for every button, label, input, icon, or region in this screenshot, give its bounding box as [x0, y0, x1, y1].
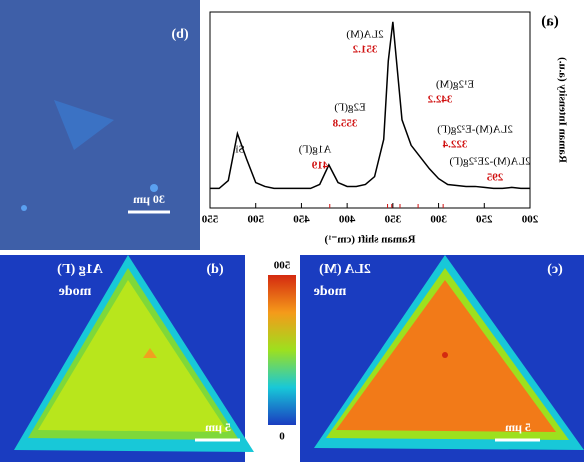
x-tick-label: 350	[384, 214, 401, 226]
mode-label: mode	[59, 284, 92, 299]
flake	[21, 205, 27, 211]
defect	[442, 352, 448, 358]
scale-bar-label: 5 μm	[505, 420, 531, 434]
peak-label: E2g(Γ)	[334, 102, 366, 114]
y-axis-label: Raman Intensity (a.u.)	[556, 57, 568, 163]
peak-value: 342.2	[427, 94, 452, 106]
peak-label: Si	[235, 144, 244, 156]
x-tick-label: 450	[293, 214, 310, 226]
peak-value: 351.2	[352, 44, 377, 56]
defect	[143, 348, 157, 358]
mode-label: mode	[314, 284, 347, 299]
panel-label: (a)	[541, 13, 559, 29]
spectrum-panel	[200, 0, 584, 250]
x-tick-label: 300	[430, 214, 447, 226]
mode-label: 2LA (M)	[319, 262, 371, 277]
peak-value: 419	[311, 160, 328, 172]
peak-value: 355.8	[332, 118, 357, 130]
colorbar	[268, 275, 296, 425]
scale-bar-label: 5 μm	[205, 420, 231, 434]
x-tick-label: 200	[521, 214, 538, 226]
flake	[54, 100, 114, 150]
peak-label: 2LA(M)-2E²2g(Γ)	[449, 156, 530, 168]
x-tick-label: 500	[247, 214, 264, 226]
peak-label: 2LA(M)-E²2g(Γ)	[437, 124, 513, 136]
peak-label: E¹2g(M)	[436, 79, 474, 91]
peak-label: A1g(Γ)	[298, 144, 331, 156]
peak-value: 295	[486, 172, 503, 184]
colorbar-label: 0	[279, 431, 285, 443]
panel-label: (b)	[171, 27, 188, 42]
peak-value: 322.4	[442, 139, 467, 151]
scale-bar-label: 30 μm	[133, 192, 165, 206]
plot-frame	[209, 11, 531, 209]
map-flake	[38, 280, 228, 432]
flake	[150, 184, 158, 192]
x-tick-label: 550	[201, 214, 218, 226]
panel-label: (c)	[547, 262, 563, 277]
spectrum-line	[210, 21, 530, 190]
x-tick-label: 250	[476, 214, 493, 226]
colorbar-label: 500	[273, 260, 290, 272]
panel-label: (d)	[206, 262, 223, 277]
x-tick-label: 400	[338, 214, 355, 226]
mode-label: A1g (Γ)	[57, 262, 103, 277]
x-axis-label: Raman shift (cm⁻¹)	[324, 234, 415, 246]
peak-label: 2LA(M)	[346, 29, 384, 41]
